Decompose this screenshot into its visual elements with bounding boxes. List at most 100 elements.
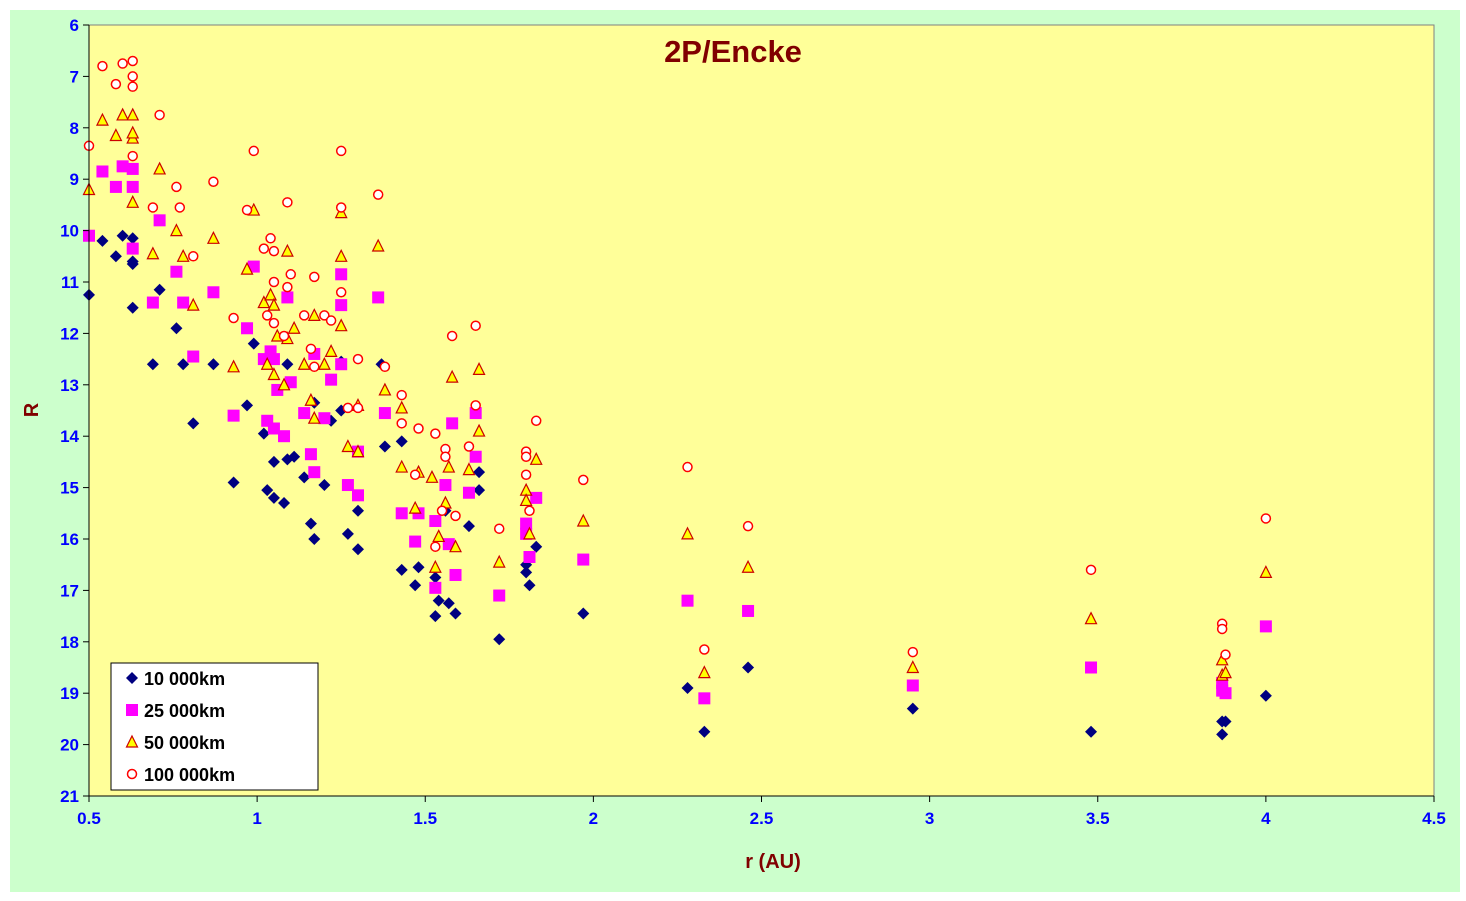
x-tick-label: 3: [925, 809, 934, 828]
data-point: [530, 540, 543, 553]
data-point: [153, 161, 167, 175]
data-point: [352, 543, 364, 556]
data-point: [372, 189, 384, 200]
y-tick-label: 19: [60, 684, 79, 703]
data-point: [450, 510, 461, 522]
data-point: [699, 644, 710, 655]
data-point: [1085, 661, 1098, 674]
data-point: [116, 229, 129, 242]
x-tick-label: 4: [1261, 809, 1271, 828]
data-point: [523, 579, 536, 592]
data-point: [318, 412, 331, 425]
data-point: [413, 423, 424, 434]
data-point: [379, 361, 391, 373]
data-point: [127, 71, 138, 82]
data-point: [177, 358, 190, 371]
data-point: [520, 517, 533, 530]
data-point: [126, 242, 139, 255]
data-point: [462, 486, 475, 499]
data-point: [577, 607, 590, 620]
data-point: [529, 451, 543, 465]
data-point: [324, 344, 338, 357]
data-point: [267, 367, 281, 381]
data-point: [742, 520, 754, 532]
data-point: [524, 505, 535, 516]
data-point: [281, 358, 294, 371]
data-point: [697, 665, 711, 679]
data-point: [298, 407, 311, 420]
legend-label: 100 000km: [144, 765, 235, 785]
data-point: [1219, 665, 1232, 679]
data-point: [309, 361, 320, 373]
data-point: [446, 330, 458, 342]
data-point: [469, 450, 482, 463]
legend-marker: [126, 672, 138, 684]
data-point: [1259, 565, 1273, 579]
data-point: [265, 233, 276, 244]
data-point: [742, 604, 755, 617]
data-point: [352, 489, 364, 502]
data-point: [463, 441, 475, 452]
data-point: [378, 440, 391, 453]
data-point: [1084, 611, 1098, 625]
data-point: [227, 409, 240, 422]
data-point: [208, 176, 219, 188]
data-point: [240, 261, 254, 275]
y-tick-label: 6: [70, 16, 79, 35]
data-point: [351, 444, 365, 458]
data-point: [96, 234, 109, 247]
data-point: [520, 566, 533, 579]
data-point: [153, 283, 166, 296]
data-point: [260, 356, 274, 370]
data-point: [146, 296, 159, 309]
data-points: [82, 55, 1273, 741]
data-point: [523, 550, 536, 563]
data-point: [907, 646, 919, 658]
data-point: [241, 399, 254, 412]
data-point: [429, 571, 442, 584]
data-point: [257, 295, 271, 309]
data-point: [395, 507, 408, 520]
data-point: [1259, 689, 1272, 702]
data-point: [335, 287, 347, 298]
data-point: [681, 526, 694, 540]
data-point: [473, 484, 486, 497]
data-point: [530, 415, 542, 427]
data-point: [298, 310, 310, 321]
data-point: [430, 428, 441, 439]
y-tick-label: 11: [61, 273, 79, 292]
data-point: [261, 310, 273, 321]
data-point: [449, 539, 462, 553]
data-point: [282, 281, 293, 293]
data-point: [698, 692, 711, 705]
data-point: [109, 250, 122, 263]
data-point: [442, 597, 455, 610]
data-point: [341, 527, 354, 540]
data-point: [395, 400, 409, 414]
data-point: [267, 491, 280, 504]
data-point: [280, 243, 294, 257]
data-point: [470, 400, 481, 411]
legend-label: 50 000km: [144, 733, 225, 753]
data-point: [342, 402, 354, 414]
data-point: [429, 610, 442, 623]
data-point: [439, 479, 452, 492]
series-triangle: [82, 107, 1273, 681]
legend-box: [110, 662, 319, 791]
data-point: [248, 145, 260, 157]
data-point: [472, 362, 486, 375]
data-point: [126, 194, 140, 208]
data-point: [442, 459, 456, 473]
data-point: [227, 476, 240, 489]
data-point: [520, 451, 532, 463]
y-tick-label: 8: [70, 119, 79, 138]
data-point: [576, 513, 590, 527]
data-point: [462, 462, 476, 476]
legend-marker: [125, 734, 139, 748]
data-point: [126, 180, 139, 193]
data-point: [241, 322, 254, 335]
data-point: [428, 559, 442, 573]
data-point: [335, 145, 347, 157]
data-point: [352, 353, 364, 365]
data-point: [277, 377, 291, 391]
